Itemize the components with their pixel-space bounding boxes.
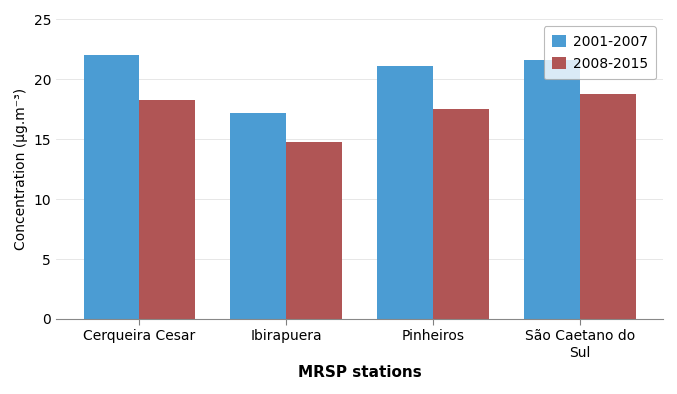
Bar	[524, 60, 580, 319]
X-axis label: MRSP stations: MRSP stations	[298, 365, 421, 380]
Bar	[433, 109, 489, 319]
Bar	[83, 55, 139, 319]
Bar	[377, 66, 433, 319]
Y-axis label: Concentration (μg.m⁻³): Concentration (μg.m⁻³)	[14, 88, 28, 250]
Bar	[286, 141, 342, 319]
Bar	[580, 94, 636, 319]
Legend: 2001-2007, 2008-2015: 2001-2007, 2008-2015	[544, 26, 656, 79]
Bar	[139, 100, 195, 319]
Bar	[230, 113, 286, 319]
